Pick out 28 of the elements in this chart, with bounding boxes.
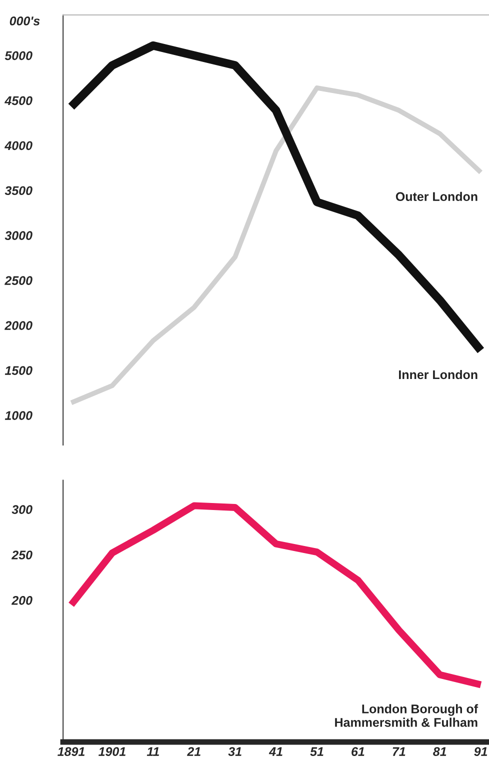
x-tick-label: 1891: [58, 747, 85, 756]
x-tick-label: 91: [474, 747, 488, 756]
y-tick-label: 1500: [4, 366, 32, 375]
series-label: Inner London: [399, 370, 478, 380]
y-tick-label: 1000: [4, 411, 32, 420]
x-tick-label: 11: [146, 747, 159, 756]
series-label: Outer London: [396, 192, 478, 202]
series-label: London Borough of Hammersmith & Fulham: [335, 704, 478, 727]
x-tick-label: 41: [268, 747, 282, 756]
x-tick-label: 1901: [98, 747, 126, 756]
y-tick-label: 3500: [4, 186, 32, 196]
x-tick-label: 81: [433, 747, 446, 756]
x-tick-label: 61: [352, 747, 364, 756]
line-series: [68, 85, 484, 406]
y-axis-title: 000's: [10, 16, 40, 26]
y-tick-label: 4000: [4, 141, 32, 150]
y-tick-label: 4500: [4, 96, 32, 106]
y-tick-label: 300: [12, 505, 32, 514]
x-tick-label: 31: [228, 747, 242, 756]
y-tick-label: 5000: [4, 51, 32, 60]
y-tick-label: 2000: [4, 321, 32, 330]
y-tick-label: 3000: [4, 231, 32, 240]
y-tick-label: 250: [11, 550, 32, 560]
x-tick-label: 51: [310, 747, 324, 756]
y-tick-label: 200: [11, 596, 32, 605]
x-tick-label: 71: [392, 747, 406, 756]
y-tick-label: 2500: [4, 276, 32, 286]
x-tick-label: 21: [186, 747, 200, 756]
